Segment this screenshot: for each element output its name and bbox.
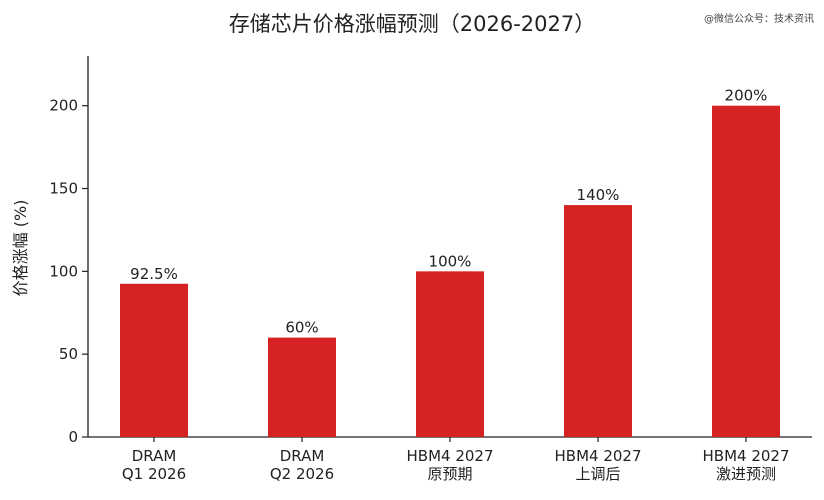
bar — [564, 205, 632, 437]
x-tick-label-line: HBM4 2027 — [555, 447, 642, 465]
data-label: 92.5% — [130, 265, 178, 283]
data-label: 60% — [285, 319, 318, 337]
y-tick-label: 100 — [49, 262, 78, 280]
x-tick-label-line: 原预期 — [427, 465, 472, 483]
bar — [416, 271, 484, 437]
x-tick-label-line: Q2 2026 — [270, 465, 334, 483]
x-tick-label: DRAM Q1 2026 — [122, 447, 186, 483]
y-tick-label: 50 — [59, 345, 78, 363]
y-tick-label: 200 — [49, 97, 78, 115]
y-axis-title: 价格涨幅 (%) — [11, 200, 30, 297]
bar — [712, 105, 780, 438]
x-tick-label: HBM4 2027 激进预测 — [703, 447, 790, 483]
x-tick-label-line: HBM4 2027 — [407, 447, 494, 465]
x-tick-label-line: 激进预测 — [716, 465, 776, 483]
y-tick-label: 150 — [49, 180, 78, 198]
y-tick-label: 0 — [68, 428, 78, 446]
data-label: 100% — [429, 252, 472, 270]
bar — [268, 337, 336, 437]
data-label: 200% — [725, 87, 768, 105]
chart-title: 存储芯片价格涨幅预测（2026-2027） — [228, 12, 596, 36]
x-tick-label: HBM4 2027 上调后 — [555, 447, 642, 483]
y-axis: 0 50 100 150 200 — [49, 56, 89, 446]
x-tick-label-line: DRAM — [132, 447, 177, 465]
bar — [120, 283, 188, 437]
data-label: 140% — [577, 186, 620, 204]
x-tick-label-line: Q1 2026 — [122, 465, 186, 483]
x-tick-label: DRAM Q2 2026 — [270, 447, 334, 483]
x-tick-label-line: 上调后 — [575, 465, 620, 483]
data-labels: 92.5% 60% 100% 140% 200% — [130, 87, 767, 337]
x-tick-label: HBM4 2027 原预期 — [407, 447, 494, 483]
x-tick-label-line: HBM4 2027 — [703, 447, 790, 465]
watermark-text: @微信公众号：技术资讯 — [704, 14, 814, 25]
bars — [120, 105, 780, 438]
x-tick-label-line: DRAM — [280, 447, 325, 465]
